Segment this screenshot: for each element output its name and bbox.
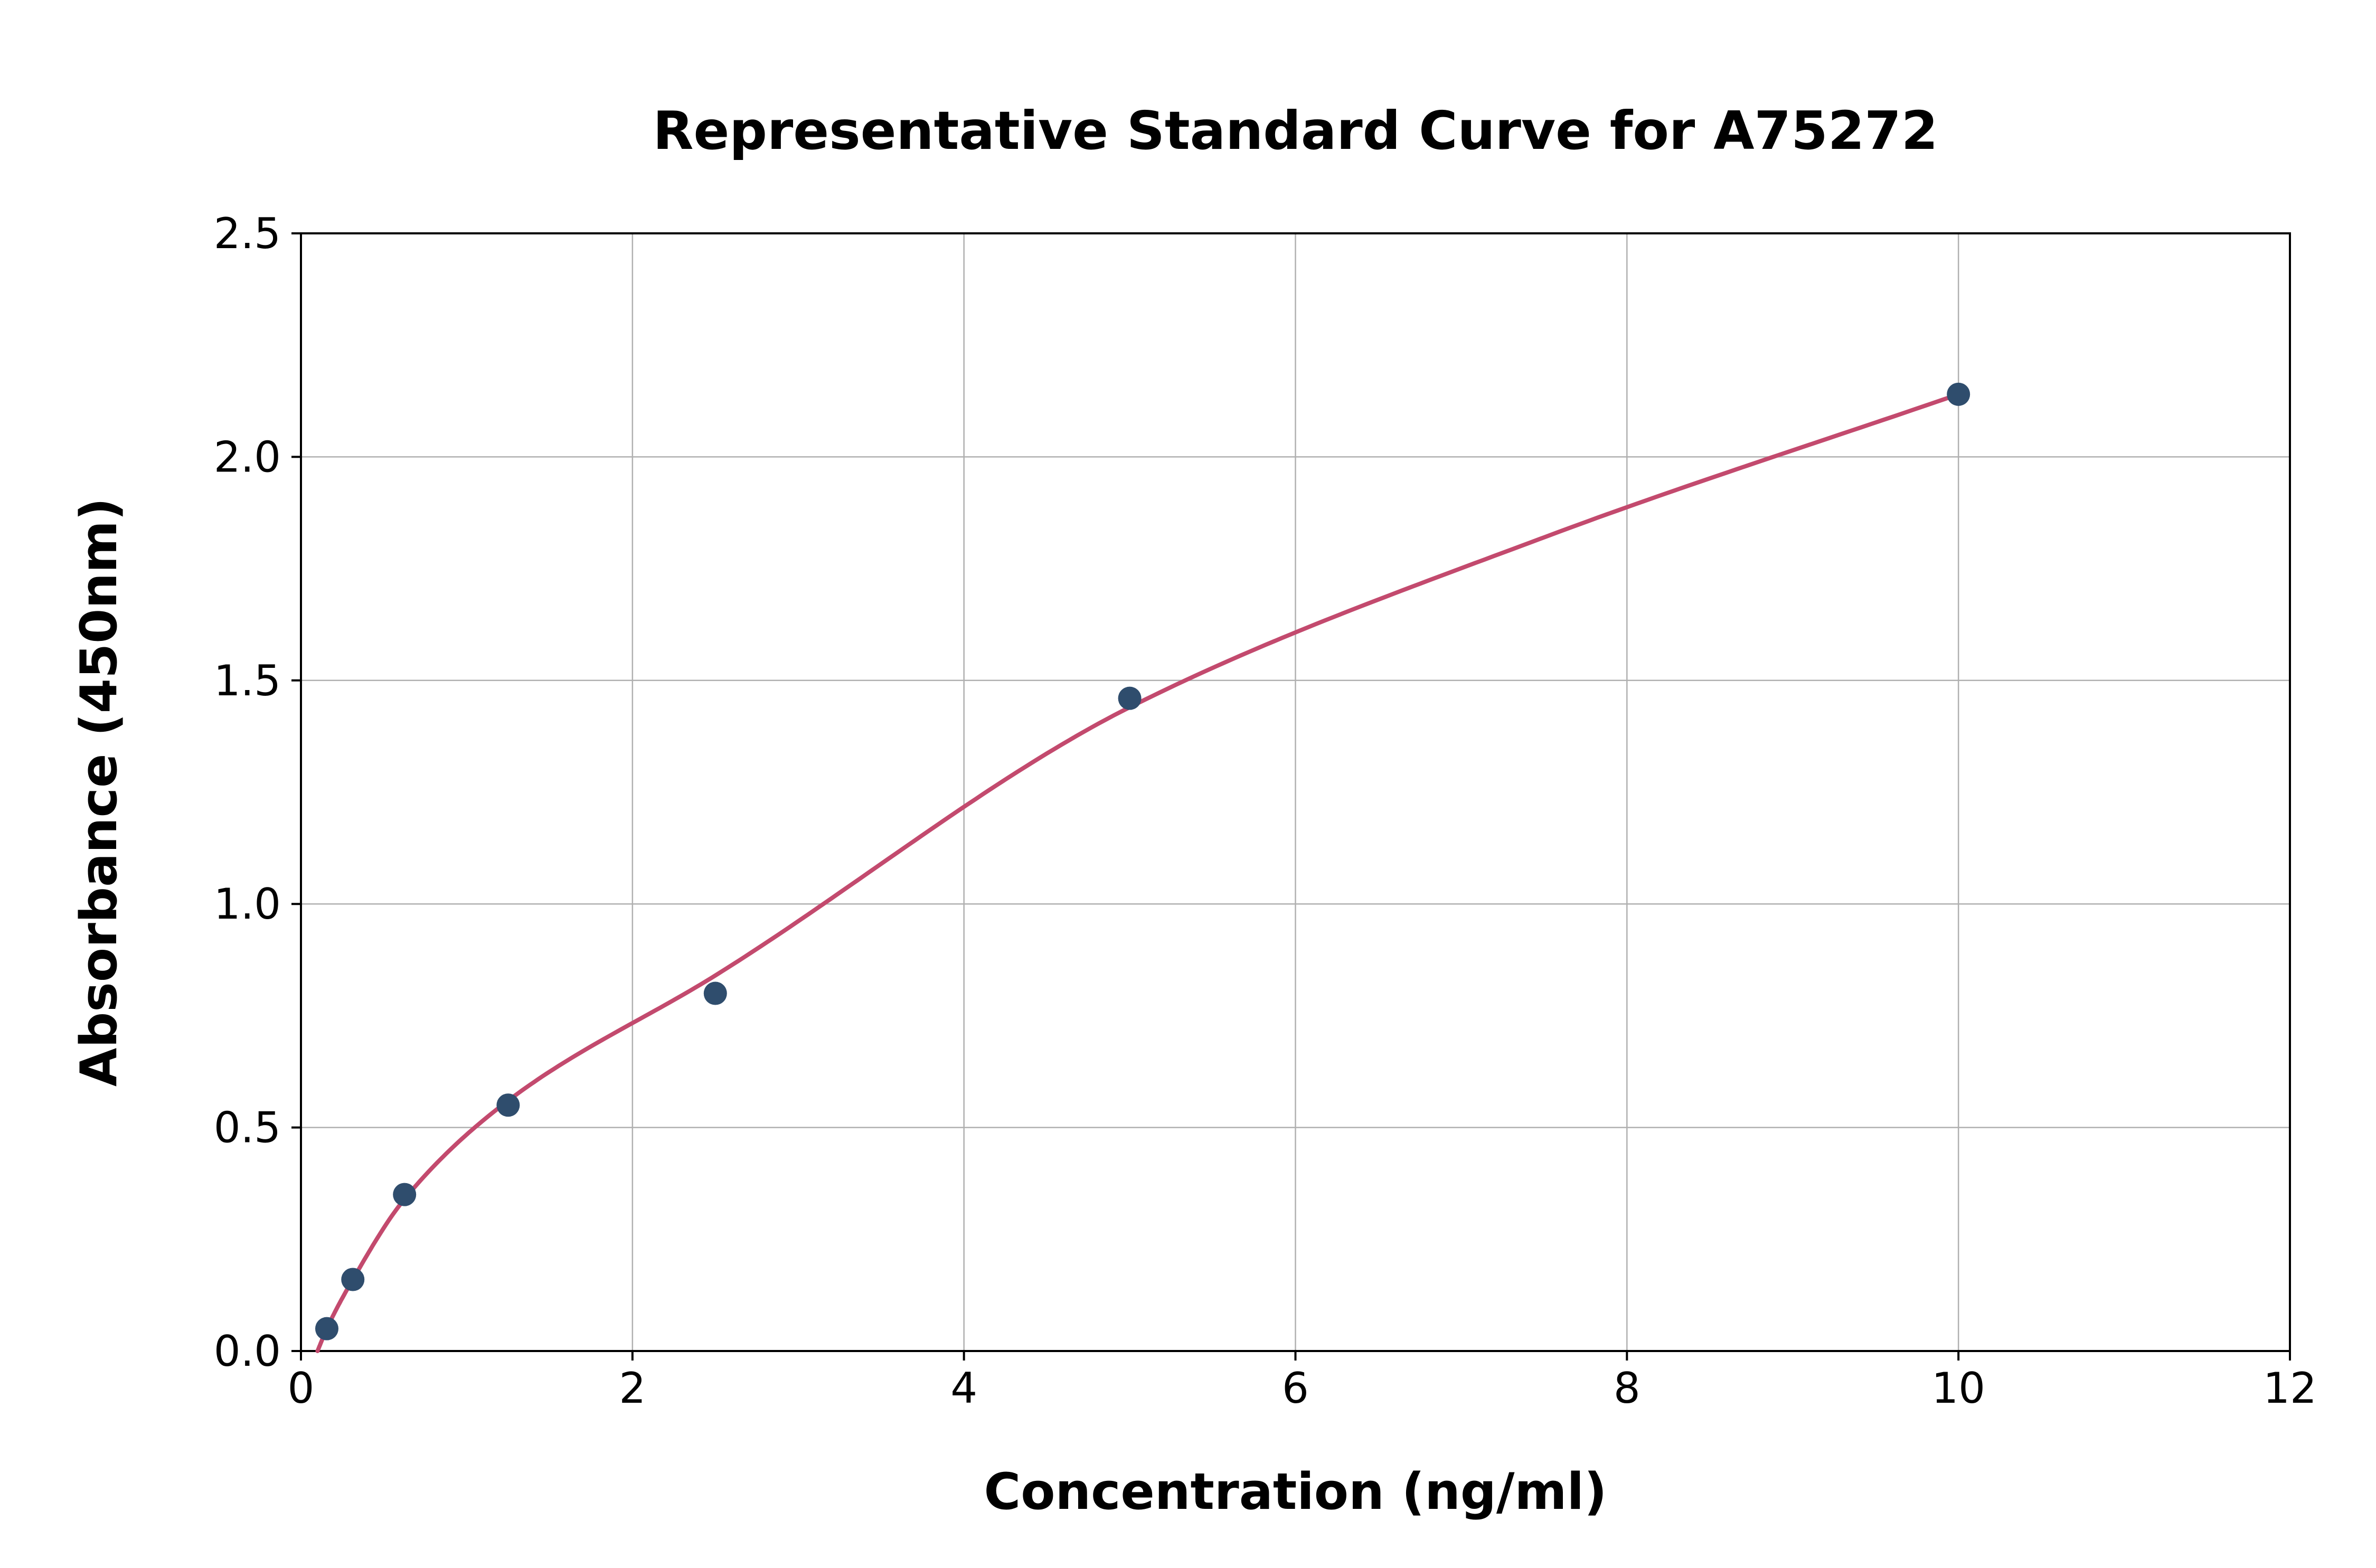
y-tick-label: 1.0 xyxy=(214,880,281,929)
x-tick-label: 12 xyxy=(2263,1364,2317,1413)
data-point xyxy=(1118,686,1142,710)
y-tick-label: 2.0 xyxy=(214,432,281,481)
y-tick-label: 0.0 xyxy=(214,1327,281,1376)
data-point xyxy=(315,1317,338,1340)
x-tick-label: 4 xyxy=(950,1364,977,1413)
data-point xyxy=(1947,382,1970,406)
y-axis-label: Absorbance (450nm) xyxy=(70,498,128,1087)
data-point xyxy=(496,1093,520,1117)
x-tick-label: 10 xyxy=(1931,1364,1985,1413)
y-tick-label: 1.5 xyxy=(214,656,281,705)
x-tick-label: 8 xyxy=(1614,1364,1640,1413)
data-point xyxy=(703,981,727,1005)
data-point xyxy=(393,1183,417,1206)
y-tick-label: 0.5 xyxy=(214,1103,281,1153)
data-point xyxy=(341,1268,365,1291)
y-tick-label: 2.5 xyxy=(214,209,281,258)
x-tick-label: 2 xyxy=(619,1364,646,1413)
fit-curve xyxy=(315,392,1961,1353)
x-tick-label: 0 xyxy=(288,1364,315,1413)
x-tick-label: 6 xyxy=(1282,1364,1309,1413)
chart-title: Representative Standard Curve for A75272 xyxy=(653,100,1938,162)
x-axis-label: Concentration (ng/ml) xyxy=(984,1463,1607,1521)
